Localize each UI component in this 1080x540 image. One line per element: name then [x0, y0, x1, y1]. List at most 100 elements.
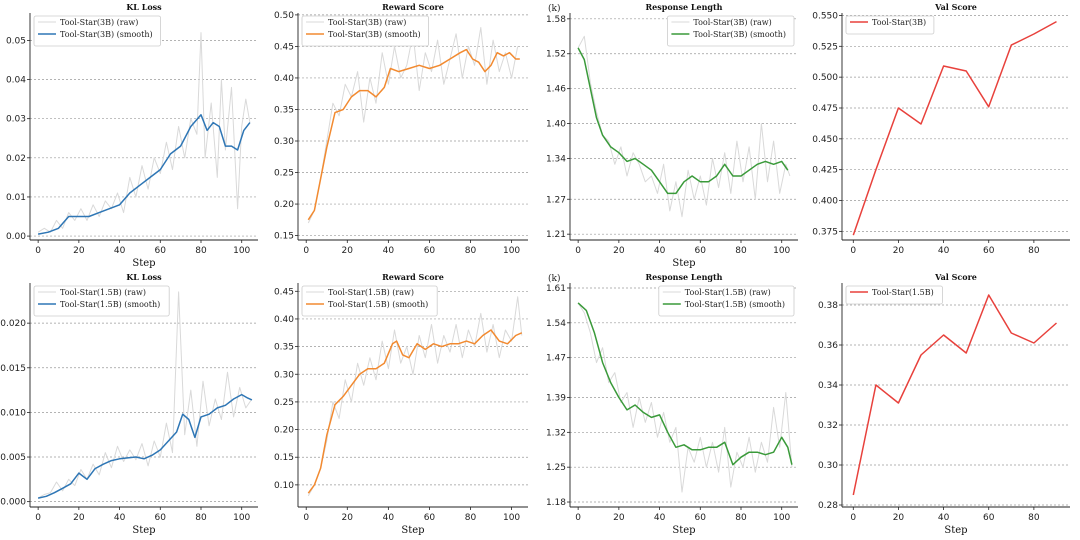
legend: Tool-Star(3B) (raw) Tool-Star(3B) (smooth…: [33, 15, 161, 47]
y-tick-label: 0.30: [818, 461, 838, 471]
legend: Tool-Star(3B) (raw) Tool-Star(3B) (smooth…: [301, 15, 429, 47]
chart-title: Response Length: [645, 2, 722, 12]
legend: Tool-Star(1.5B) (raw) Tool-Star(1.5B) (sm…: [33, 285, 170, 317]
chart-panel-4: Val Score 0.375 0.400 0.425 0.450 0.475 0.500 0…: [812, 2, 1070, 256]
legend-label: Tool-Star(1.5B): [872, 288, 934, 297]
series-line-val: [852, 294, 1057, 496]
legend-box: [33, 285, 170, 317]
x-axis-label: Step: [132, 258, 155, 269]
y-tick-label: 1.47: [546, 354, 566, 364]
series-line-smooth: [307, 329, 523, 494]
y-tick-label: 1.27: [546, 195, 566, 205]
x-tick-label: 20: [893, 513, 905, 523]
axis-unit-label: (k): [548, 273, 560, 284]
series-line-smooth: [37, 393, 253, 499]
y-tick-label: 0.02: [6, 154, 26, 164]
chart-title: KL Loss: [126, 272, 162, 282]
x-tick-label: 0: [35, 246, 41, 256]
axis-unit-label: (k): [548, 3, 560, 14]
y-tick-label: 0.40: [274, 315, 294, 325]
x-tick-label: 20: [73, 246, 85, 256]
x-tick-label: 40: [654, 513, 666, 523]
x-tick-label: 20: [342, 513, 354, 523]
chart-title: KL Loss: [126, 2, 162, 12]
y-tick-label: 0.03: [6, 115, 26, 125]
y-tick-label: 1.18: [546, 498, 566, 508]
series-line-val: [852, 20, 1057, 236]
y-tick-label: 0.25: [274, 169, 294, 179]
y-tick-label: 0.34: [818, 381, 838, 391]
legend-label: Tool-Star(3B) (smooth): [328, 30, 421, 39]
x-tick-label: 0: [303, 246, 309, 256]
chart-panel-1: KL Loss 0.00 0.01 0.02 0.03 0.04 0.05 0 20 40 60 80…: [6, 2, 258, 269]
x-axis-label: Step: [944, 525, 967, 536]
x-tick-label: 40: [938, 246, 950, 256]
x-tick-label: 100: [773, 246, 790, 256]
x-tick-label: 80: [195, 513, 207, 523]
y-tick-label: 0.15: [274, 453, 294, 463]
legend: Tool-Star(3B): [845, 15, 935, 35]
y-tick-label: 0.475: [812, 104, 838, 114]
y-tick-label: 0.36: [818, 341, 838, 351]
y-tick-label: 0.20: [274, 200, 294, 210]
legend-box: [301, 285, 438, 317]
x-tick-label: 40: [654, 246, 666, 256]
x-axis-label: Step: [401, 525, 424, 536]
x-axis-label: Step: [132, 525, 155, 536]
y-tick-label: 0.375: [812, 227, 838, 237]
chart-panel-6: Reward Score 0.10 0.15 0.20 0.25 0.30 0.35 0.40…: [274, 272, 528, 536]
legend-box: [33, 15, 161, 47]
legend-label: Tool-Star(1.5B) (raw): [685, 288, 771, 297]
x-tick-label: 0: [303, 513, 309, 523]
legend-box: [658, 285, 795, 317]
x-tick-label: 80: [735, 246, 747, 256]
legend-box: [845, 15, 935, 35]
series-line-smooth: [37, 114, 251, 235]
x-tick-label: 60: [983, 513, 995, 523]
x-tick-label: 80: [1028, 513, 1040, 523]
x-tick-label: 80: [465, 513, 477, 523]
legend-label: Tool-Star(3B) (raw): [60, 18, 138, 27]
x-axis-label: Step: [672, 258, 695, 269]
legend-box: [845, 285, 943, 305]
x-tick-label: 40: [114, 246, 126, 256]
y-tick-label: 1.52: [546, 50, 566, 60]
x-tick-label: 60: [424, 246, 436, 256]
y-tick-label: 0.30: [274, 370, 294, 380]
y-tick-label: 0.32: [818, 421, 838, 431]
chart-panel-7: Response Length (k) 1.18 1.25 1.32 1.39 1.47 1.…: [546, 272, 798, 536]
legend-label: Tool-Star(3B): [872, 18, 926, 27]
legend-label: Tool-Star(3B) (smooth): [60, 30, 153, 39]
x-tick-label: 0: [850, 246, 856, 256]
x-tick-label: 60: [424, 513, 436, 523]
x-tick-label: 0: [35, 513, 41, 523]
chart-panel-8: Val Score 0.28 0.30 0.32 0.34 0.36 0.38 0 20 40 60…: [818, 272, 1070, 536]
y-tick-label: 0.25: [274, 398, 294, 408]
y-tick-label: 0.010: [0, 408, 26, 418]
y-tick-label: 0.425: [812, 166, 838, 176]
legend-label: Tool-Star(1.5B) (smooth): [685, 300, 785, 309]
legend-box: [301, 15, 429, 47]
series-line-raw: [307, 27, 519, 224]
y-tick-label: 0.05: [6, 36, 26, 46]
legend: Tool-Star(3B) (raw) Tool-Star(3B) (smooth…: [667, 15, 795, 47]
x-tick-label: 100: [773, 513, 790, 523]
y-tick-label: 0.04: [6, 76, 26, 86]
legend-label: Tool-Star(1.5B) (raw): [328, 288, 414, 297]
chart-title: Reward Score: [382, 2, 444, 12]
y-tick-label: 0.40: [274, 74, 294, 84]
legend-label: Tool-Star(1.5B) (raw): [60, 288, 146, 297]
legend-label: Tool-Star(3B) (smooth): [693, 30, 786, 39]
chart-title: Reward Score: [382, 272, 444, 282]
legend: Tool-Star(1.5B) (raw) Tool-Star(1.5B) (sm…: [658, 285, 795, 317]
y-tick-label: 0.005: [0, 453, 26, 463]
x-tick-label: 100: [233, 513, 250, 523]
y-tick-label: 0.38: [818, 301, 838, 311]
legend-label: Tool-Star(3B) (raw): [328, 18, 406, 27]
y-tick-label: 0.00: [6, 232, 26, 242]
x-tick-label: 40: [383, 513, 395, 523]
x-tick-label: 40: [383, 246, 395, 256]
y-tick-label: 0.01: [6, 193, 26, 203]
x-tick-label: 60: [695, 246, 707, 256]
